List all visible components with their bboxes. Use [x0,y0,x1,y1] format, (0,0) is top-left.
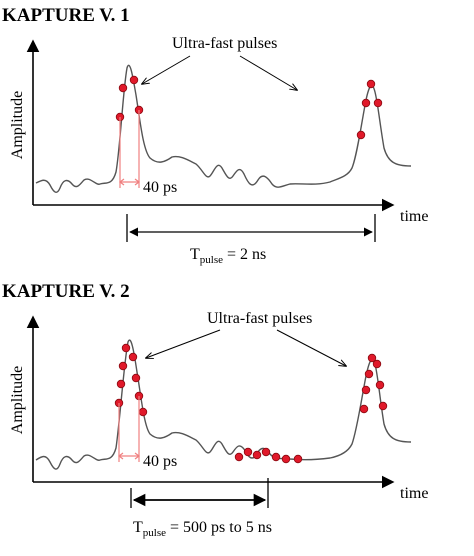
sample-point [375,380,385,390]
sample-point [361,98,371,108]
panel-2-waveform [35,339,412,470]
panel-2-period-label: Tpulse = 500 ps to 5 ns [133,519,272,539]
panel-2-spacing-marker [118,396,140,462]
sample-point [118,83,128,93]
panel-2-sample-points [114,343,388,464]
sample-point [243,447,253,457]
sample-point [364,369,374,379]
sample-point [293,454,303,464]
panel-2-annotation-arrow-left [146,329,221,358]
panel-2-annotation-arrow-right [276,329,346,366]
panel-2-y-label: Amplitude [9,366,26,434]
sample-point [372,359,382,369]
sample-point [234,452,244,462]
sample-point [252,450,262,460]
sample-point [361,385,371,395]
sample-point [118,361,128,371]
panel-1-sample-spacing: 40 ps [143,179,177,196]
sample-point [121,343,131,353]
panel-1: KAPTURE V. 1 Amplitude time 40 ps [2,5,428,266]
panel-1-annotation: Ultra-fast pulses [172,35,277,52]
sample-point [128,352,138,362]
panel-2-sample-spacing: 40 ps [143,453,177,470]
panel-1-x-label: time [400,208,428,225]
sample-point [359,404,369,414]
sample-point [378,401,388,411]
panel-1-sample-points [115,75,383,140]
sample-point [367,353,377,363]
sample-point [116,379,126,389]
panel-1-y-label: Amplitude [9,91,26,159]
panel-1-waveform [35,64,412,193]
panel-1-annotation-arrow-left [142,55,191,84]
sample-point [138,407,148,417]
panel-2-title: KAPTURE V. 2 [2,281,130,302]
sample-point [281,454,291,464]
panel-1-spacing-marker [119,110,140,188]
panel-2-annotation: Ultra-fast pulses [207,310,312,327]
sample-point [271,452,281,462]
sample-point [366,79,376,89]
panel-2: KAPTURE V. 2 Amplitude time [2,281,428,539]
sample-point [373,98,383,108]
sample-point [261,447,271,457]
sample-point [356,130,366,140]
sample-point [131,373,141,383]
sample-point [129,75,139,85]
panel-1-title: KAPTURE V. 1 [2,5,130,26]
panel-1-period-label: Tpulse = 2 ns [190,246,266,266]
panel-1-annotation-arrow-right [239,55,297,90]
panel-2-x-label: time [400,485,428,502]
